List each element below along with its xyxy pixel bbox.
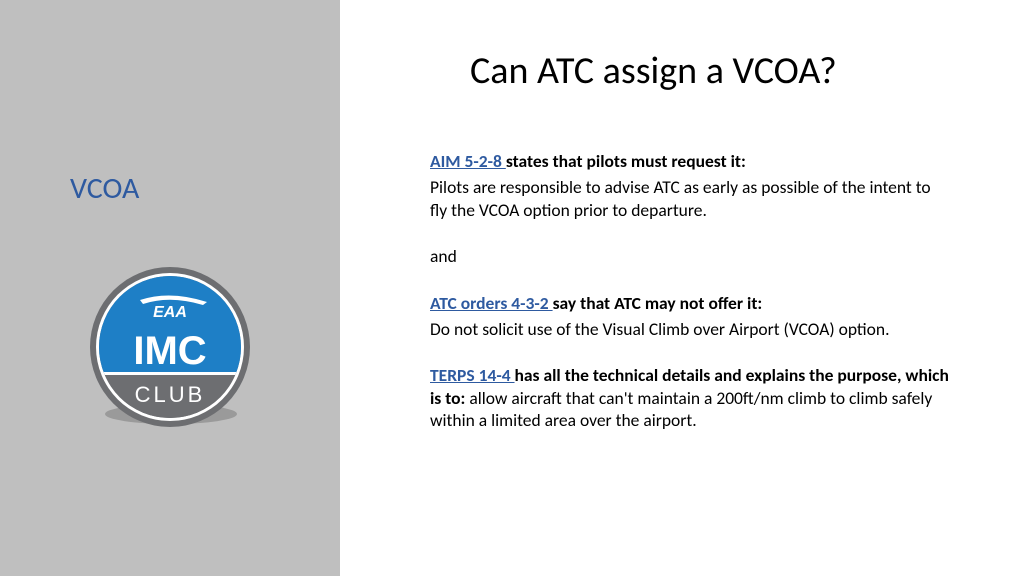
- section-1: AIM 5-2-8 states that pilots must reques…: [430, 150, 950, 172]
- link-atc-orders[interactable]: ATC orders 4-3-2: [430, 292, 553, 314]
- section-2-bold: say that ATC may not offer it:: [553, 292, 763, 314]
- page-title: Can ATC assign a VCOA?: [430, 48, 964, 94]
- section-1-bold: states that pilots must request it:: [506, 150, 746, 172]
- logo-top-text: EAA: [153, 304, 187, 321]
- link-aim[interactable]: AIM 5-2-8: [430, 150, 506, 172]
- spacer: [430, 272, 950, 292]
- logo-mid-text: IMC: [133, 329, 206, 373]
- logo-bottom-text: CLUB: [135, 382, 206, 407]
- main-content: Can ATC assign a VCOA? AIM 5-2-8 states …: [340, 0, 1024, 576]
- spacer: [430, 225, 950, 245]
- body-text: AIM 5-2-8 states that pilots must reques…: [430, 150, 950, 432]
- sidebar-title: VCOA: [0, 170, 340, 207]
- connector-and: and: [430, 245, 950, 267]
- link-terps[interactable]: TERPS 14-4: [430, 364, 515, 386]
- spacer: [430, 344, 950, 364]
- imc-club-logo: EAA IMC CLUB: [85, 262, 255, 432]
- section-1-body: Pilots are responsible to advise ATC as …: [430, 176, 950, 221]
- imc-club-logo-svg: EAA IMC CLUB: [85, 262, 255, 432]
- section-2: ATC orders 4-3-2 say that ATC may not of…: [430, 292, 950, 314]
- section-2-body: Do not solicit use of the Visual Climb o…: [430, 318, 950, 340]
- section-3-body: allow aircraft that can't maintain a 200…: [430, 387, 932, 431]
- sidebar: VCOA EAA IMC CLUB: [0, 0, 340, 576]
- section-3: TERPS 14-4 has all the technical details…: [430, 364, 950, 431]
